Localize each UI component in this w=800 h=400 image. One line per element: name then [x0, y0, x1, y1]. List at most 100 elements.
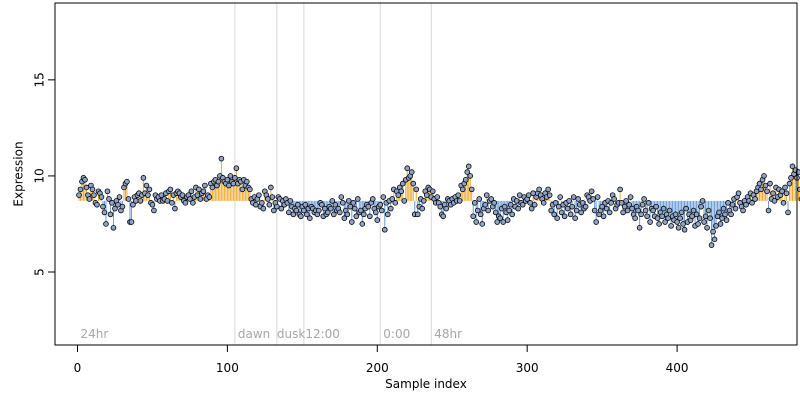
data-point [286, 209, 292, 216]
data-point [322, 205, 328, 212]
data-point [260, 205, 267, 212]
x-tick-label: 200 [366, 361, 389, 375]
data-point [722, 211, 728, 218]
data-point [187, 196, 193, 202]
data-point [582, 203, 589, 210]
data-point [103, 221, 109, 227]
data-point [399, 180, 406, 187]
data-point [555, 203, 562, 210]
data-point [301, 207, 307, 214]
data-point [145, 192, 151, 198]
data-point [476, 196, 483, 202]
data-point [467, 173, 474, 179]
data-point [551, 211, 557, 218]
data-point [256, 192, 262, 198]
data-point [269, 194, 276, 200]
data-point [331, 211, 337, 218]
x-tick-label: 100 [216, 361, 239, 375]
data-point [319, 201, 325, 208]
data-point [200, 188, 207, 195]
annotation-label: 48hr [434, 327, 462, 341]
data-point [340, 200, 346, 206]
data-point [479, 221, 486, 227]
data-point [719, 215, 725, 221]
data-point [636, 224, 643, 231]
annotation-label: dawn [238, 327, 270, 341]
y-tick-label: 15 [33, 72, 47, 87]
data-point [94, 201, 100, 208]
data-point [408, 169, 415, 175]
data-point [182, 200, 189, 206]
data-point [271, 207, 277, 214]
data-point [642, 207, 649, 214]
data-point [140, 175, 147, 181]
data-point [567, 211, 574, 218]
data-point [725, 200, 731, 206]
data-point [350, 200, 357, 206]
data-point [316, 207, 322, 214]
data-point [638, 211, 644, 218]
data-point [197, 196, 204, 202]
data-point [732, 205, 739, 212]
data-point [678, 209, 685, 216]
x-tick-label: 400 [666, 361, 689, 375]
data-point [743, 201, 749, 208]
data-point [783, 190, 790, 197]
data-point [158, 192, 165, 198]
data-point [392, 200, 399, 206]
data-point [558, 209, 565, 216]
data-point [329, 198, 336, 204]
data-point [626, 201, 632, 208]
data-point [369, 196, 376, 202]
data-point [83, 184, 90, 191]
data-point [215, 178, 222, 185]
data-point [82, 176, 88, 183]
annotation-label: dusk [277, 327, 305, 341]
data-point [462, 176, 469, 183]
data-point [665, 215, 671, 221]
data-point [106, 196, 112, 202]
data-point [611, 196, 617, 202]
data-point [516, 192, 523, 198]
data-point [354, 196, 361, 202]
data-point [659, 213, 665, 220]
data-point [239, 186, 246, 193]
data-point [758, 186, 764, 193]
data-point [414, 211, 421, 218]
data-point [404, 165, 411, 172]
data-point [677, 215, 683, 221]
data-point [536, 186, 542, 193]
data-point [230, 180, 237, 187]
data-point [780, 200, 787, 206]
data-point [591, 207, 598, 214]
data-point [328, 205, 334, 212]
data-point [545, 186, 551, 193]
data-point [519, 201, 526, 208]
data-point [164, 198, 171, 204]
data-point [172, 205, 178, 212]
data-point [566, 198, 572, 204]
data-point [410, 180, 417, 187]
data-point [137, 198, 144, 204]
data-point [624, 207, 631, 214]
data-point [351, 205, 358, 212]
data-point [86, 196, 93, 202]
data-point [629, 205, 635, 212]
data-point [500, 219, 506, 225]
data-point [423, 192, 430, 198]
data-point [705, 207, 712, 214]
data-points [76, 155, 800, 248]
data-point [767, 180, 773, 187]
data-point [740, 207, 746, 214]
data-point [599, 203, 605, 210]
data-point [770, 190, 776, 197]
data-point [293, 207, 300, 214]
data-point [497, 215, 504, 221]
data-point [765, 207, 772, 214]
data-point [224, 176, 231, 183]
data-point [274, 203, 280, 210]
data-point [202, 182, 208, 189]
data-point [265, 196, 271, 202]
data-point [720, 205, 727, 212]
data-point [662, 219, 668, 225]
